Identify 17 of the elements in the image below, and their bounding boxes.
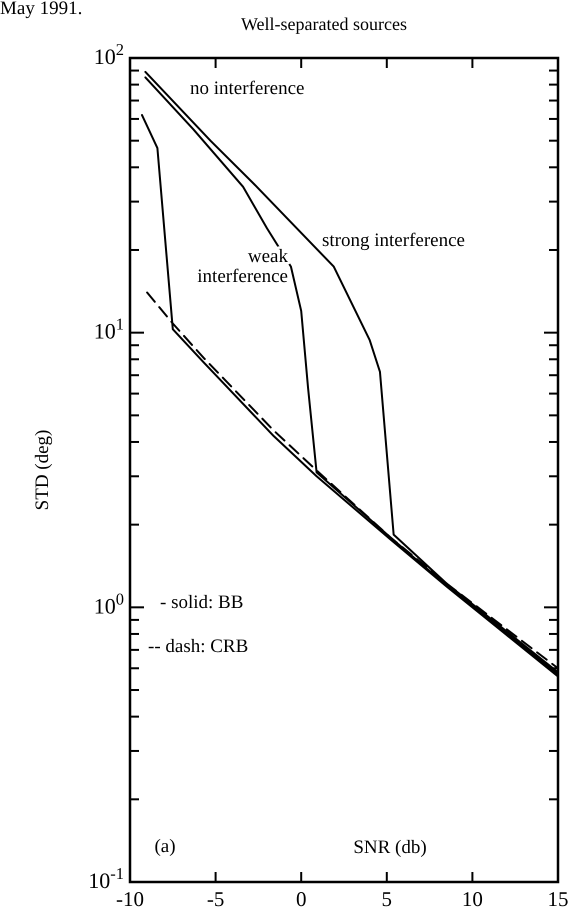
chart-title: Well-separated sources <box>241 14 407 34</box>
annotation: (a) <box>154 836 176 857</box>
y-tick-label: 10$^{1}$ <box>94 314 124 344</box>
x-tick-label: 10 <box>462 887 483 911</box>
text: May 1991. <box>0 0 82 19</box>
x-tick-label: -5 <box>206 887 224 911</box>
y-axis-title: STD (deg) <box>32 430 53 510</box>
annotation: - solid: BB <box>160 592 244 613</box>
y-tick-label: 10$^{2}$ <box>94 40 124 69</box>
series-label: strong interference <box>322 230 465 251</box>
legend-label: no interference <box>190 78 304 99</box>
x-tick-label: 15 <box>548 887 568 911</box>
x-axis-title: SNR (db) <box>353 837 427 858</box>
annotation: -- dash: CRB <box>148 636 248 657</box>
y-tick-label: 10$^{0}$ <box>94 588 124 618</box>
x-tick-label: 5 <box>382 887 392 911</box>
x-tick-label: 0 <box>296 887 306 911</box>
